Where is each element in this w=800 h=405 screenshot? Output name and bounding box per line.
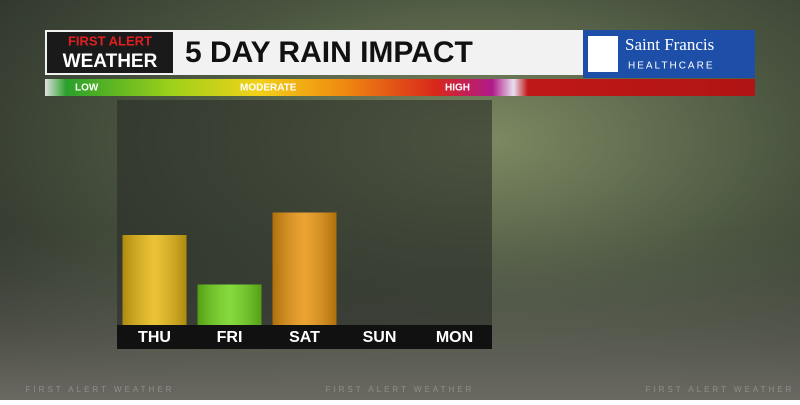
impact-scale bbox=[45, 79, 755, 96]
sponsor-sub: HEALTHCARE bbox=[628, 61, 715, 72]
scale-label: MODERATE bbox=[240, 83, 297, 94]
sponsor-name: Saint Francis bbox=[625, 35, 714, 54]
logo-box bbox=[47, 32, 173, 73]
bar-shine bbox=[122, 235, 187, 325]
scale-label: HIGH bbox=[445, 83, 470, 94]
sponsor-icon bbox=[588, 36, 618, 72]
bar-shine bbox=[197, 284, 262, 325]
watermark: FIRST ALERT WEATHER bbox=[326, 385, 475, 394]
x-tick-label: SUN bbox=[363, 329, 397, 346]
watermark: FIRST ALERT WEATHER bbox=[26, 385, 175, 394]
logo-bottom: WEATHER bbox=[63, 51, 158, 72]
x-tick-label: MON bbox=[436, 329, 473, 346]
logo-top: FIRST ALERT bbox=[68, 33, 152, 48]
x-tick-label: SAT bbox=[289, 329, 320, 346]
x-tick-label: THU bbox=[138, 329, 171, 346]
label-strip bbox=[117, 325, 492, 349]
bar-shine bbox=[272, 212, 337, 325]
chart-title: 5 DAY RAIN IMPACT bbox=[185, 36, 473, 69]
x-tick-label: FRI bbox=[217, 329, 243, 346]
watermark: FIRST ALERT WEATHER bbox=[646, 385, 795, 394]
scale-label: LOW bbox=[75, 83, 99, 94]
